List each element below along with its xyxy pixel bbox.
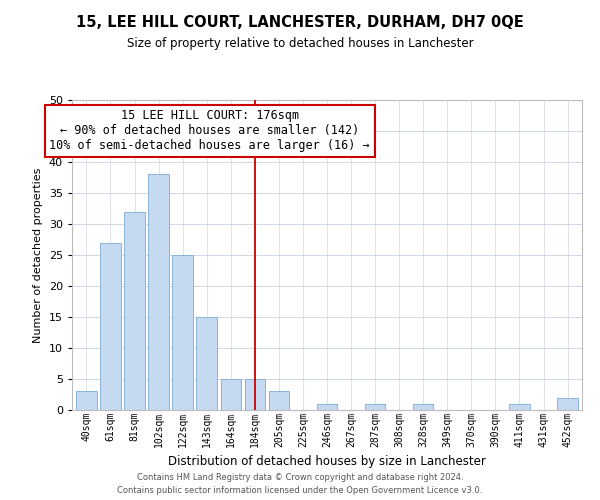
Bar (365, 404, 385, 410)
Text: Size of property relative to detached houses in Lanchester: Size of property relative to detached ho… (127, 38, 473, 51)
Bar (317, 404, 337, 410)
Bar (557, 398, 578, 410)
Bar (245, 379, 265, 410)
Text: Contains HM Land Registry data © Crown copyright and database right 2024.
Contai: Contains HM Land Registry data © Crown c… (118, 473, 482, 495)
Y-axis label: Number of detached properties: Number of detached properties (33, 168, 43, 342)
Bar (221, 379, 241, 410)
Bar (148, 174, 169, 410)
Bar (100, 242, 121, 410)
Text: 15, LEE HILL COURT, LANCHESTER, DURHAM, DH7 0QE: 15, LEE HILL COURT, LANCHESTER, DURHAM, … (76, 15, 524, 30)
X-axis label: Distribution of detached houses by size in Lanchester: Distribution of detached houses by size … (168, 455, 486, 468)
Bar (76, 392, 97, 410)
Bar (509, 404, 530, 410)
Bar (124, 212, 145, 410)
Bar (413, 404, 433, 410)
Bar (196, 317, 217, 410)
Bar (172, 255, 193, 410)
Bar (269, 392, 289, 410)
Text: 15 LEE HILL COURT: 176sqm
← 90% of detached houses are smaller (142)
10% of semi: 15 LEE HILL COURT: 176sqm ← 90% of detac… (49, 110, 370, 152)
